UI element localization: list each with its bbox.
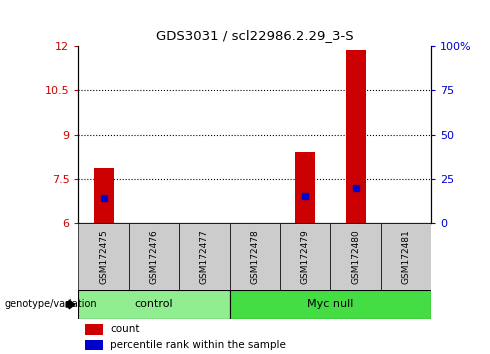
Text: percentile rank within the sample: percentile rank within the sample	[110, 340, 286, 350]
Bar	[295, 152, 315, 223]
Bar	[85, 340, 103, 350]
Text: GSM172481: GSM172481	[401, 229, 411, 284]
Text: GSM172479: GSM172479	[301, 229, 310, 284]
Bar	[280, 223, 330, 290]
Bar	[381, 223, 431, 290]
Bar	[179, 223, 230, 290]
Text: GSM172478: GSM172478	[250, 229, 259, 284]
Text: genotype/variation: genotype/variation	[5, 299, 98, 309]
Bar	[230, 290, 431, 319]
Text: count: count	[110, 324, 140, 334]
Text: control: control	[135, 299, 173, 309]
Bar	[94, 169, 114, 223]
Title: GDS3031 / scl22986.2.29_3-S: GDS3031 / scl22986.2.29_3-S	[156, 29, 354, 42]
Bar	[85, 324, 103, 335]
Bar	[330, 223, 381, 290]
Text: GSM172480: GSM172480	[351, 229, 360, 284]
Text: GSM172476: GSM172476	[149, 229, 158, 284]
Text: GSM172477: GSM172477	[200, 229, 209, 284]
Bar	[78, 290, 230, 319]
Bar	[230, 223, 280, 290]
Text: GSM172475: GSM172475	[99, 229, 108, 284]
Text: Myc null: Myc null	[307, 299, 354, 309]
Bar	[78, 223, 129, 290]
Bar	[129, 223, 179, 290]
Bar	[345, 50, 366, 223]
